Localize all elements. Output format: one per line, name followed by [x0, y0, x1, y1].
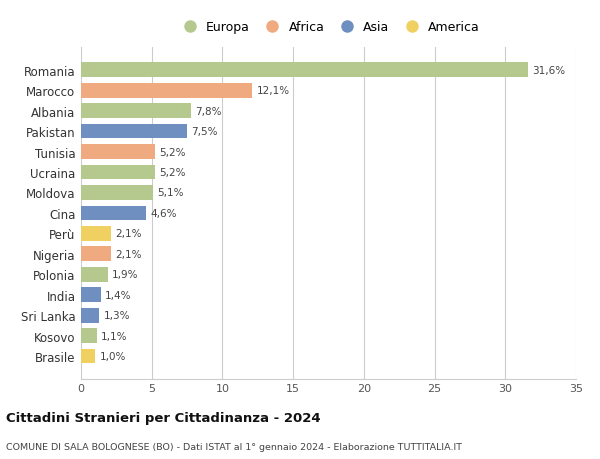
Text: 7,5%: 7,5%: [191, 127, 218, 137]
Bar: [81, 349, 95, 364]
Text: 1,4%: 1,4%: [105, 290, 131, 300]
Text: 2,1%: 2,1%: [115, 229, 142, 239]
Text: 5,2%: 5,2%: [159, 168, 185, 178]
Text: 12,1%: 12,1%: [256, 86, 289, 96]
Text: 5,2%: 5,2%: [159, 147, 185, 157]
Text: 1,3%: 1,3%: [104, 310, 130, 320]
Text: 1,1%: 1,1%: [101, 331, 127, 341]
Text: 4,6%: 4,6%: [150, 208, 177, 218]
Text: COMUNE DI SALA BOLOGNESE (BO) - Dati ISTAT al 1° gennaio 2024 - Elaborazione TUT: COMUNE DI SALA BOLOGNESE (BO) - Dati IST…: [6, 442, 462, 451]
Text: 31,6%: 31,6%: [532, 66, 565, 76]
Bar: [81, 226, 111, 241]
Bar: [81, 165, 155, 180]
Text: 1,0%: 1,0%: [100, 351, 126, 361]
Bar: [81, 329, 97, 343]
Bar: [81, 186, 153, 201]
Text: 7,8%: 7,8%: [196, 106, 222, 117]
Text: 1,9%: 1,9%: [112, 270, 139, 280]
Text: Cittadini Stranieri per Cittadinanza - 2024: Cittadini Stranieri per Cittadinanza - 2…: [6, 412, 320, 425]
Legend: Europa, Africa, Asia, America: Europa, Africa, Asia, America: [177, 22, 480, 34]
Bar: [81, 308, 100, 323]
Text: 5,1%: 5,1%: [157, 188, 184, 198]
Bar: [81, 288, 101, 302]
Text: 2,1%: 2,1%: [115, 249, 142, 259]
Bar: [81, 84, 252, 98]
Bar: [81, 206, 146, 221]
Bar: [81, 145, 155, 160]
Bar: [81, 247, 111, 262]
Bar: [81, 63, 528, 78]
Bar: [81, 267, 108, 282]
Bar: [81, 104, 191, 119]
Bar: [81, 124, 187, 139]
